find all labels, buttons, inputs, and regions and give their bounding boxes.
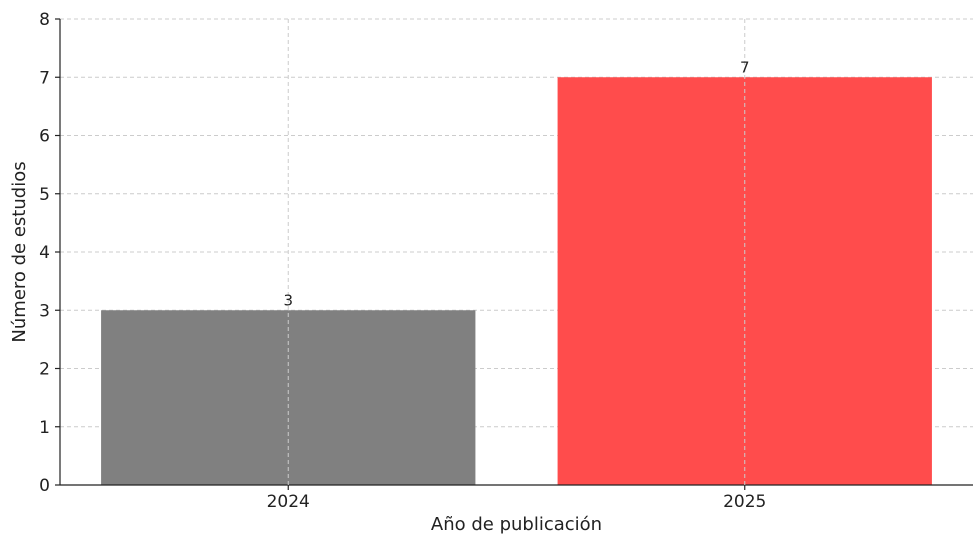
y-axis-label: Número de estudios bbox=[9, 161, 30, 342]
y-tick-label: 3 bbox=[39, 301, 50, 321]
x-ticks: 2024 2025 bbox=[267, 485, 766, 512]
bars bbox=[101, 77, 932, 485]
y-tick-label: 8 bbox=[39, 10, 50, 30]
x-axis-label: Año de publicación bbox=[431, 514, 602, 535]
y-tick-label: 5 bbox=[39, 185, 50, 205]
x-tick-label: 2024 bbox=[267, 492, 310, 512]
x-tick-label: 2025 bbox=[723, 492, 766, 512]
data-labels: 37 bbox=[283, 19, 750, 485]
y-tick-label: 2 bbox=[39, 360, 50, 380]
y-tick-label: 0 bbox=[39, 476, 50, 496]
y-tick-label: 7 bbox=[39, 68, 50, 88]
y-tick-label: 1 bbox=[39, 418, 50, 438]
data-label-2025: 7 bbox=[740, 58, 750, 76]
y-tick-label: 4 bbox=[39, 243, 50, 263]
y-ticks: 0 1 2 3 4 5 6 7 8 bbox=[39, 10, 60, 496]
data-label-2024: 3 bbox=[283, 291, 293, 309]
y-tick-label: 6 bbox=[39, 127, 50, 147]
